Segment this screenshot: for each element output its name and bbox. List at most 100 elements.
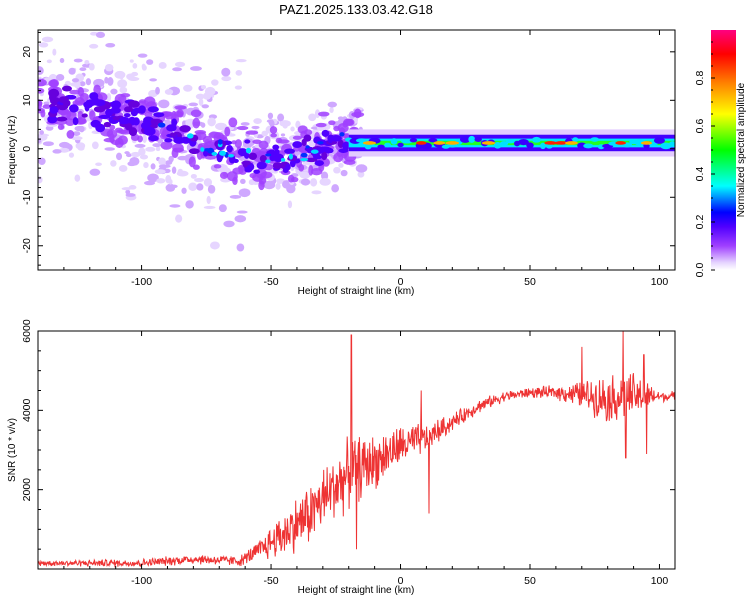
noise-speck <box>38 66 44 76</box>
noise-speck <box>338 163 344 168</box>
snr-chart: -100 -50 0 50 100 2000 4000 6000 Height of stra… <box>7 319 676 596</box>
signal-blob <box>226 145 233 153</box>
noise-speck <box>319 178 331 186</box>
noise-speck <box>149 78 158 82</box>
y-tick-label: 6000 <box>21 319 33 343</box>
noise-patch <box>57 123 65 130</box>
noise-speck <box>104 147 116 151</box>
colorbar-tick-label: 0.2 <box>694 215 706 230</box>
y-tick-label: 10 <box>21 94 33 106</box>
line-wiggle <box>397 142 404 148</box>
signal-blob <box>259 155 267 163</box>
signal-blob <box>128 100 140 108</box>
noise-patch <box>173 111 183 117</box>
y-tick-label: 4000 <box>21 398 33 422</box>
noise-patch <box>310 168 323 176</box>
noise-speck <box>290 126 295 132</box>
noise-speck <box>198 98 204 106</box>
noise-speck <box>236 243 245 252</box>
noise-speck <box>333 166 341 174</box>
line-wiggle <box>653 137 665 144</box>
signal-blob <box>110 107 121 114</box>
noise-speck <box>74 174 81 182</box>
noise-patch <box>109 124 116 130</box>
noise-speck <box>137 53 148 58</box>
noise-speck <box>104 63 114 72</box>
signal-blob <box>55 116 68 122</box>
x-tick-label: 0 <box>398 276 404 288</box>
y-tick-label: 2000 <box>21 478 33 502</box>
noise-speck <box>190 173 197 179</box>
signal-highlight <box>200 147 205 152</box>
noise-speck <box>170 184 178 189</box>
noise-patch <box>38 87 45 94</box>
signal-highlight <box>218 139 223 145</box>
signal-blob <box>93 106 106 113</box>
line-wiggle <box>531 136 541 143</box>
noise-patch <box>138 99 147 104</box>
noise-speck <box>59 16 70 20</box>
noise-patch <box>120 93 131 98</box>
noise-speck <box>280 133 286 137</box>
noise-speck <box>218 204 227 213</box>
noise-speck <box>172 67 183 72</box>
noise-patch <box>224 126 231 137</box>
chart-title: PAZ1.2025.133.03.42.G18 <box>279 2 433 17</box>
noise-speck <box>89 168 101 176</box>
line-wiggle <box>468 135 476 143</box>
noise-speck <box>158 157 166 166</box>
noise-speck <box>299 171 311 179</box>
signal-blob <box>171 118 178 127</box>
noise-speck <box>188 182 198 191</box>
colorbar-tick-label: 0.4 <box>694 167 706 182</box>
noise-speck <box>132 63 138 69</box>
signal-blob <box>179 125 191 133</box>
noise-speck <box>95 31 106 38</box>
signal-blob <box>58 96 69 104</box>
noise-patch <box>236 126 249 131</box>
noise-speck <box>279 120 291 127</box>
noise-speck <box>207 184 216 194</box>
signal-blob <box>321 151 328 161</box>
noise-speck <box>188 102 199 107</box>
signal-blob <box>47 115 58 124</box>
noise-speck <box>357 170 365 178</box>
noise-patch <box>69 89 81 95</box>
noise-speck <box>158 99 170 109</box>
noise-speck <box>251 125 260 130</box>
noise-patch <box>208 131 221 139</box>
noise-patch <box>333 152 344 163</box>
colorbar <box>711 30 736 270</box>
noise-speck <box>134 143 146 148</box>
x-tick-label: -100 <box>131 276 152 288</box>
noise-patch <box>172 147 185 153</box>
noise-speck <box>238 188 251 198</box>
spectrogram-frame <box>37 29 676 271</box>
noise-speck <box>56 74 65 81</box>
noise-speck <box>68 67 76 75</box>
colorbar-axes: 0.0 0.2 0.4 0.6 0.8 <box>694 41 715 277</box>
noise-patch <box>174 105 187 110</box>
noise-patch <box>49 79 60 88</box>
line-wiggle <box>669 141 675 147</box>
noise-patch <box>42 104 52 109</box>
colorbar-tick-label: 0.6 <box>694 119 706 134</box>
noise-speck <box>327 101 338 108</box>
snr-plot-area <box>38 331 675 568</box>
noise-speck <box>79 67 87 72</box>
noise-speck <box>155 86 160 95</box>
noise-patch <box>143 96 156 107</box>
line-hotspot <box>554 141 568 145</box>
noise-speck <box>152 143 162 148</box>
noise-speck <box>142 134 147 143</box>
noise-patch <box>228 117 238 128</box>
signal-highlight <box>245 147 252 154</box>
noise-speck <box>175 214 183 223</box>
signal-highlight <box>280 158 286 162</box>
noise-patch <box>270 133 277 138</box>
noise-speck <box>91 141 99 150</box>
line-wiggle <box>660 142 672 150</box>
line-wiggle <box>355 138 368 143</box>
noise-speck <box>74 125 85 132</box>
signal-blob <box>140 121 151 130</box>
